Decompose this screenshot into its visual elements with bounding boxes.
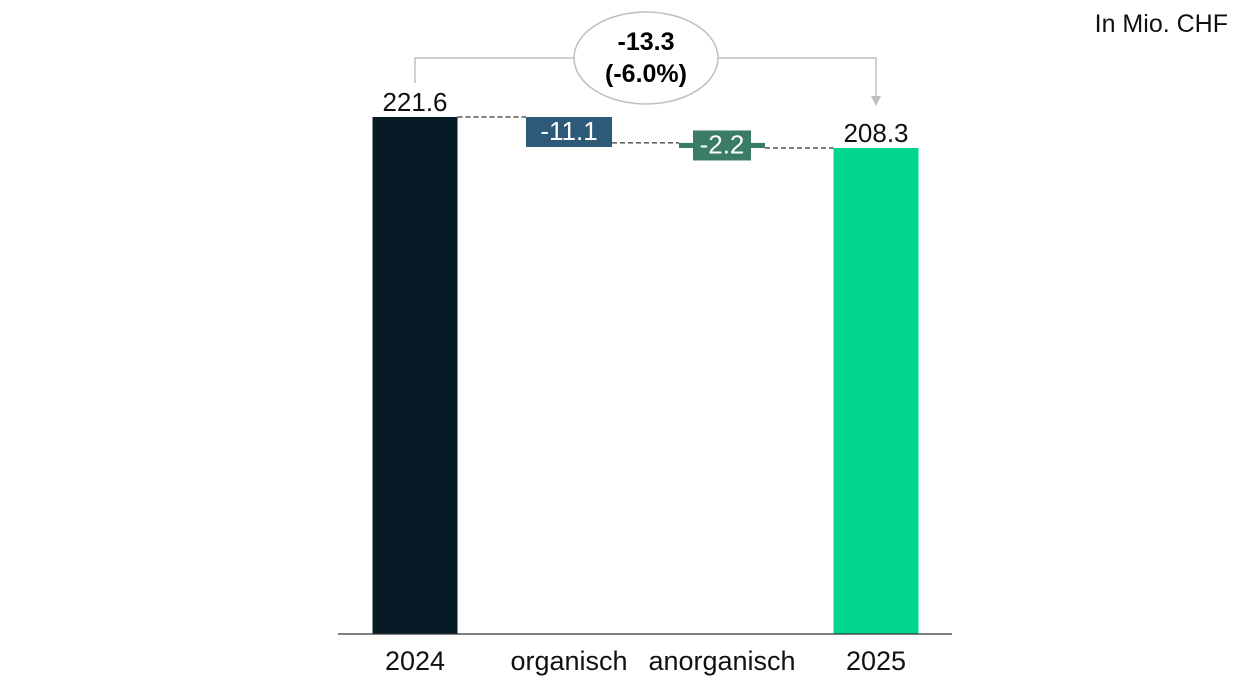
delta-label-organisch: -11.1 [540, 116, 597, 146]
bracket-arrowhead-icon [871, 96, 881, 107]
delta-label-box-anorganisch [693, 130, 751, 161]
value-label-2025: 208.3 [843, 118, 908, 148]
bracket-right-line [718, 57, 877, 103]
delta-label-box-organisch [526, 117, 612, 147]
bracket-left-line [414, 57, 574, 83]
bar-2024 [372, 117, 458, 634]
x-tick-anorganisch: anorganisch [648, 646, 795, 676]
x-tick-2025: 2025 [846, 646, 906, 676]
delta-total-percent: (-6.0%) [605, 60, 687, 88]
delta-label-anorganisch: -2.2 [700, 129, 745, 159]
x-tick-organisch: organisch [510, 646, 627, 676]
delta-total-ellipse [573, 11, 719, 105]
x-tick-2024: 2024 [385, 646, 445, 676]
bar-2025 [833, 148, 919, 634]
value-label-2024: 221.6 [382, 87, 447, 117]
unit-label: In Mio. CHF [1094, 10, 1228, 38]
delta-total-value: -13.3 [618, 28, 675, 56]
